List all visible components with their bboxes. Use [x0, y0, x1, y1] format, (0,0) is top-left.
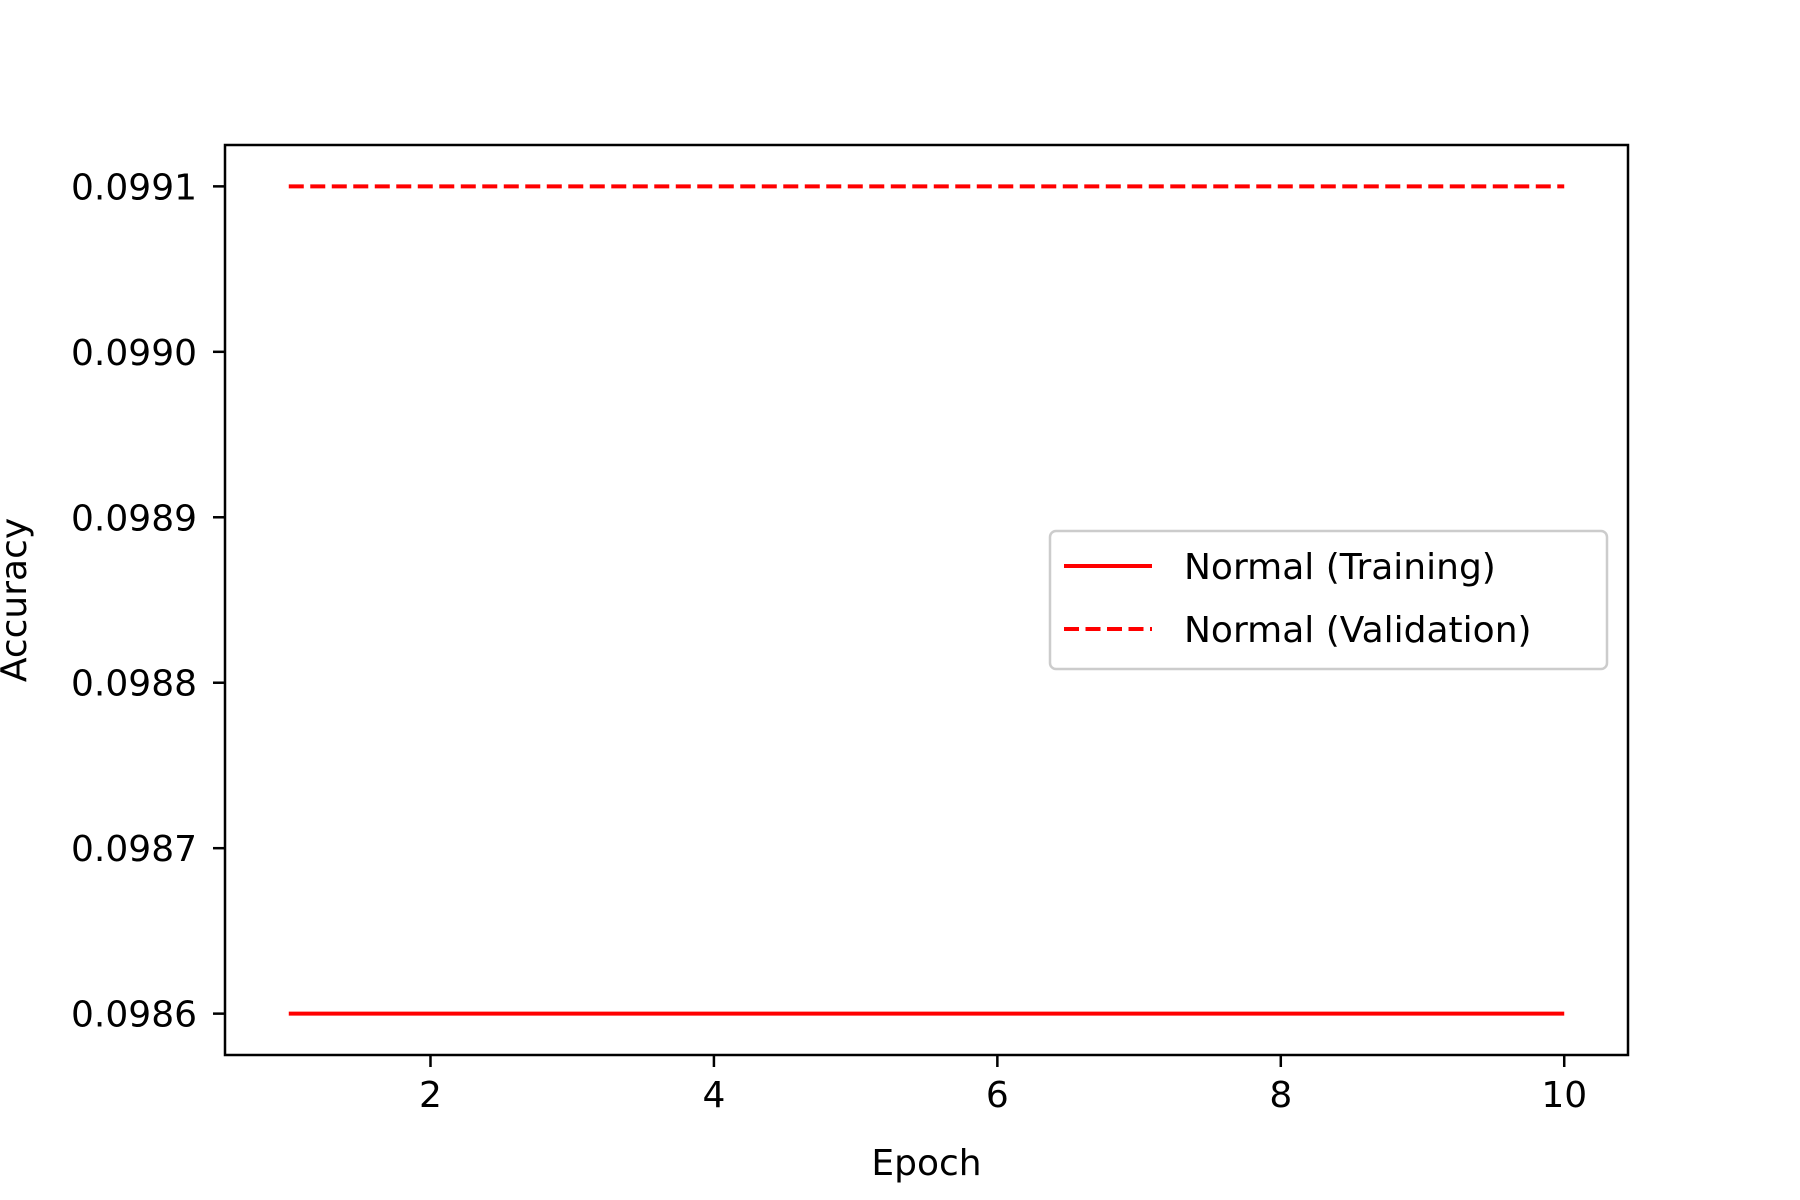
- x-tick-label: 2: [419, 1075, 442, 1116]
- y-tick-label: 0.0989: [71, 498, 197, 539]
- x-axis-title: Epoch: [871, 1143, 981, 1184]
- x-tick-label: 10: [1541, 1075, 1587, 1116]
- legend: Normal (Training) Normal (Validation): [1048, 529, 1609, 671]
- x-tick-label: 8: [1269, 1075, 1292, 1116]
- x-tick-label: 4: [702, 1075, 725, 1116]
- legend-box: [1048, 529, 1609, 671]
- y-tick-label: 0.0991: [71, 167, 197, 208]
- y-tick-label: 0.0988: [71, 664, 197, 705]
- legend-label: Normal (Training): [1184, 547, 1496, 588]
- y-tick-label: 0.0990: [71, 333, 197, 374]
- y-axis: 0.0986 0.0987 0.0988 0.0989 0.0990 0.0991: [71, 167, 225, 1036]
- legend-label: Normal (Validation): [1184, 610, 1532, 651]
- x-tick-label: 6: [986, 1075, 1009, 1116]
- y-tick-label: 0.0986: [71, 995, 197, 1036]
- y-tick-label: 0.0987: [71, 829, 197, 870]
- y-axis-title: Accuracy: [0, 518, 35, 682]
- plot-frame: [223, 143, 1630, 1057]
- series-layer: [288, 184, 1565, 1016]
- x-axis: 2 4 6 8 10: [419, 1055, 1587, 1116]
